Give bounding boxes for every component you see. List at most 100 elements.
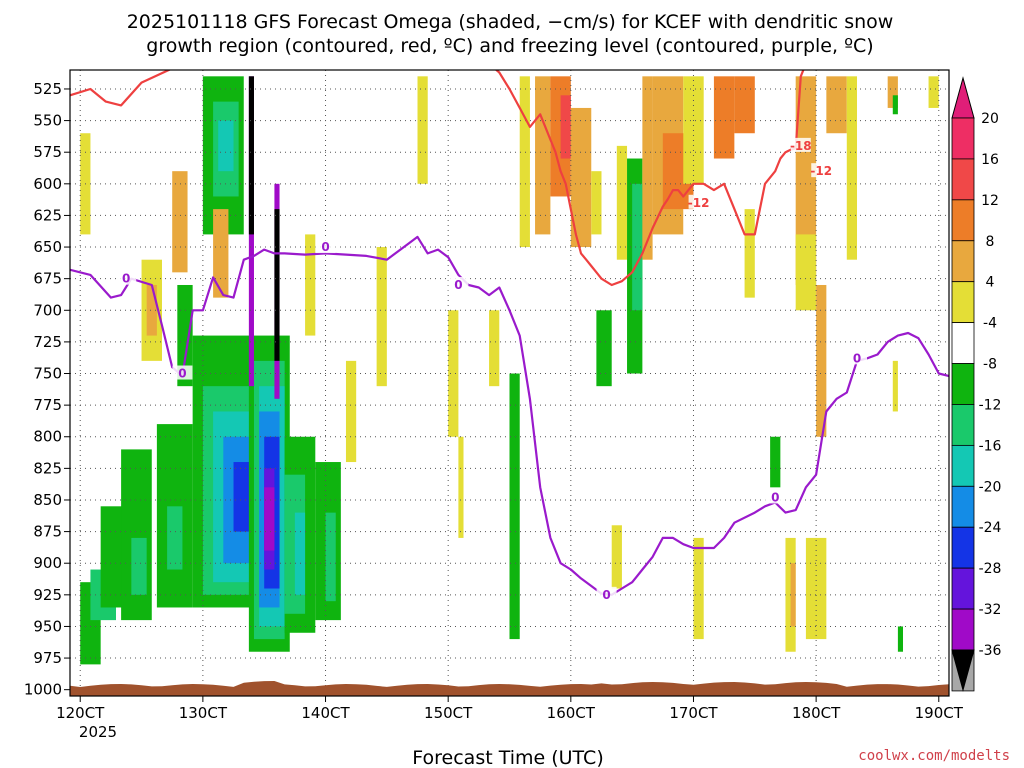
- omega-cell-45: [519, 76, 530, 248]
- y-tick-label-675: 675: [33, 270, 62, 288]
- y-tick-label-600: 600: [33, 175, 62, 193]
- omega-cell-34: [146, 284, 157, 336]
- chart-title-line1: 2025101118 GFS Forecast Omega (shaded, −…: [127, 11, 894, 33]
- y-tick-label-1000: 1000: [24, 681, 62, 699]
- omega-cell-43: [489, 310, 500, 387]
- time-axis: 120CT 130CT 140CT 150CT 160CT 170CT 180CT 190CT: [56, 696, 964, 722]
- omega-shading-layer: [80, 76, 939, 665]
- x-tick-label-130CT: 130CT: [179, 704, 228, 722]
- omega-cell-51: [596, 310, 612, 387]
- colorbar-label-7: -12: [979, 397, 1002, 413]
- omega-cell-52: [616, 145, 628, 260]
- colorbar-swatch-0: [951, 117, 975, 160]
- omega-cell-70: [805, 537, 827, 640]
- omega-cell-41: [448, 310, 459, 437]
- omega-cell-77: [928, 76, 939, 108]
- colorbar-swatch-10: [951, 526, 975, 569]
- omega-cell-36: [213, 209, 229, 298]
- omega-cell-22: [264, 487, 275, 551]
- y-tick-label-825: 825: [33, 459, 62, 477]
- x-tick-label-140CT: 140CT: [301, 704, 350, 722]
- freezing-level-contour: [70, 235, 949, 596]
- dgz-label-minus18: -18: [790, 139, 812, 153]
- x-tick-label-150CT: 150CT: [424, 704, 473, 722]
- omega-cell-6: [167, 506, 183, 570]
- colorbar-bottom-arrow: [951, 649, 975, 692]
- y-tick-label-575: 575: [33, 143, 62, 161]
- omega-cell-73: [892, 360, 898, 412]
- omega-cell-15: [218, 120, 234, 172]
- omega-cell-48: [560, 95, 571, 159]
- freezing-level-label-1-bg: [172, 365, 193, 380]
- colorbar-label-11: -28: [979, 561, 1002, 577]
- x-tick-label-190CT: 190CT: [915, 704, 964, 722]
- y-tick-label-850: 850: [33, 491, 62, 509]
- y-tick-label-900: 900: [33, 554, 62, 572]
- y-tick-label-950: 950: [33, 617, 62, 635]
- colorbar-swatch-9: [951, 485, 975, 528]
- dgz-label-minus12-b-bg: [688, 194, 709, 209]
- omega-cell-40: [417, 76, 428, 184]
- terrain-band: [70, 681, 949, 696]
- freezing-level-label-1: 0: [178, 367, 186, 381]
- x-axis-label: Forecast Time (UTC): [412, 747, 603, 768]
- y-tick-label-875: 875: [33, 523, 62, 541]
- colorbar-label-8: -16: [979, 438, 1002, 454]
- freezing-level-label-4: 0: [602, 588, 610, 602]
- colorbar-swatch-4: [951, 281, 975, 324]
- omega-cell-69: [816, 284, 827, 437]
- y-tick-label-625: 625: [33, 206, 62, 224]
- colorbar-top-arrow: [951, 76, 975, 119]
- colorbar-label-5: -4: [983, 316, 997, 332]
- omega-cell-76: [897, 626, 904, 652]
- freezing-level-label-5: 0: [771, 490, 779, 504]
- colorbar-label-4: 4: [986, 275, 995, 291]
- omega-cell-25: [294, 512, 306, 595]
- colorbar-label-12: -32: [979, 602, 1002, 618]
- omega-cell-38: [345, 360, 357, 463]
- x-tick-label-180CT: 180CT: [792, 704, 841, 722]
- dgz-contour-minus12: [70, 70, 805, 287]
- omega-cell-64: [770, 436, 781, 488]
- y-tick-label-775: 775: [33, 396, 62, 414]
- freezing-level-label-2: 0: [321, 240, 329, 254]
- freezing-level-label-0-bg: [116, 270, 137, 285]
- omega-cell-42: [458, 436, 464, 538]
- omega-cell-61: [713, 76, 735, 159]
- colorbar-label-6: -8: [983, 357, 997, 373]
- colorbar: 20 16 12 8 4 -4 -8 -12 -16 -20 -24 -28 -32 -36: [951, 76, 1002, 692]
- y-tick-label-750: 750: [33, 365, 62, 383]
- y-tick-label-650: 650: [33, 238, 62, 256]
- dgz-label-minus12-a-bg: [811, 163, 832, 178]
- omega-cell-29: [248, 76, 254, 235]
- omega-cell-39: [376, 247, 387, 387]
- omega-cell-67: [795, 76, 817, 285]
- freezing-level-label-5-bg: [765, 489, 786, 504]
- colorbar-label-2: 12: [981, 193, 999, 209]
- omega-cell-50: [591, 171, 602, 235]
- omega-cell-49: [570, 107, 592, 248]
- freezing-level-label-2-bg: [315, 239, 336, 254]
- colorbar-label-9: -20: [979, 479, 1002, 495]
- omega-cell-31: [274, 209, 280, 361]
- colorbar-label-13: -36: [979, 643, 1002, 659]
- colorbar-label-3: 8: [986, 234, 995, 250]
- omega-cell-44: [509, 373, 520, 640]
- freezing-level-label-3: 0: [454, 278, 462, 292]
- dgz-label-minus12-b: -12: [688, 196, 710, 210]
- credit-link[interactable]: coolwx.com/modelts: [858, 748, 1010, 764]
- x-tick-label-170CT: 170CT: [669, 704, 718, 722]
- omega-cell-63: [744, 209, 755, 298]
- dgz-label-minus12-a: -12: [810, 164, 832, 178]
- omega-cell-59: [693, 537, 704, 640]
- freezing-level-label-4-bg: [596, 586, 617, 601]
- colorbar-swatch-5: [951, 322, 975, 364]
- omega-cell-27: [325, 512, 336, 602]
- y-tick-label-700: 700: [33, 301, 62, 319]
- colorbar-swatch-2: [951, 199, 975, 242]
- y-tick-label-525: 525: [33, 80, 62, 98]
- colorbar-swatch-1: [951, 158, 975, 201]
- x-tick-label-120CT: 120CT: [56, 704, 105, 722]
- freezing-level-label-3-bg: [448, 276, 469, 291]
